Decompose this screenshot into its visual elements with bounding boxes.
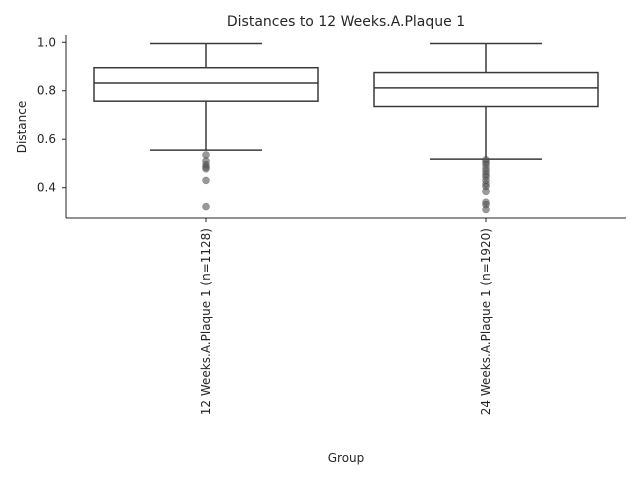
- plot-area: [93, 42, 599, 214]
- y-tick-label: 1.0: [37, 35, 56, 49]
- x-tick-label: 24 Weeks.A.Plaque 1 (n=1920): [479, 228, 493, 415]
- outlier-point: [202, 202, 210, 211]
- outlier-point: [202, 165, 210, 173]
- x-axis-title: Group: [328, 451, 365, 465]
- y-axis-title: Distance: [15, 101, 29, 153]
- box-group: [373, 42, 599, 214]
- y-tick-label: 0.4: [37, 181, 56, 195]
- outlier-point: [482, 187, 490, 196]
- outlier-point: [202, 176, 210, 185]
- y-tick-label: 0.8: [37, 84, 56, 98]
- box-group: [93, 42, 319, 211]
- iqr-box: [373, 71, 599, 108]
- y-tick-label: 0.6: [37, 132, 56, 146]
- chart-title: Distances to 12 Weeks.A.Plaque 1: [227, 14, 465, 30]
- iqr-box: [93, 66, 319, 102]
- x-tick-label: 12 Weeks.A.Plaque 1 (n=1128): [199, 228, 213, 415]
- outlier-point: [482, 205, 490, 214]
